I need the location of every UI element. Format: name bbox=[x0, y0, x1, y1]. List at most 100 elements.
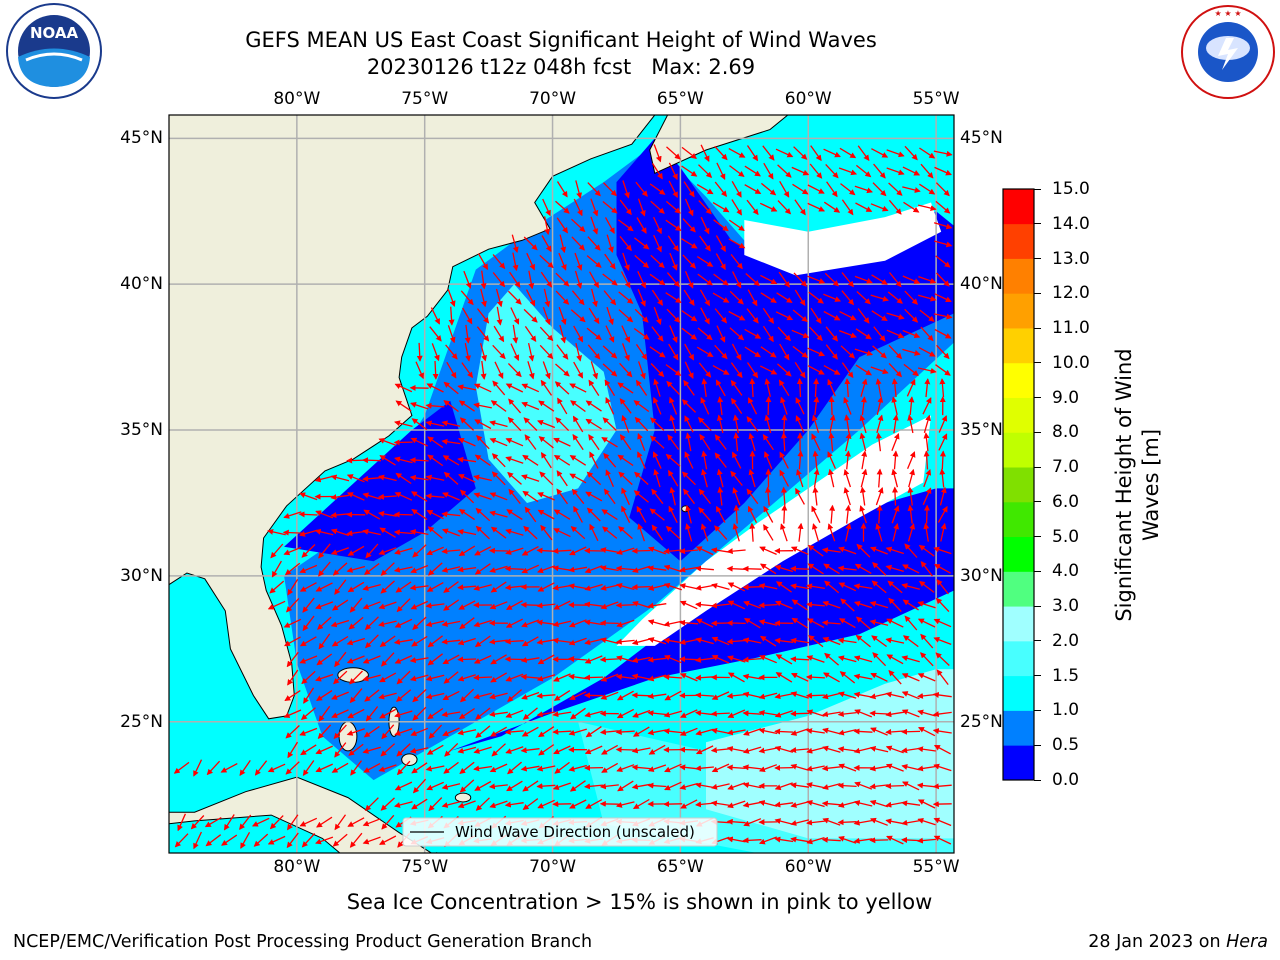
wave-direction-arrow bbox=[477, 253, 489, 271]
wave-direction-arrow bbox=[600, 601, 619, 610]
wave-direction-arrow bbox=[590, 198, 599, 217]
wave-direction-arrow bbox=[685, 523, 693, 542]
wave-direction-arrow bbox=[902, 166, 921, 176]
wave-direction-arrow bbox=[473, 492, 492, 501]
wave-direction-arrow bbox=[317, 616, 332, 630]
wave-direction-arrow bbox=[299, 492, 318, 501]
wave-direction-arrow bbox=[844, 414, 851, 434]
wave-direction-arrow bbox=[780, 523, 788, 542]
wave-direction-arrow bbox=[364, 634, 379, 649]
wave-direction-arrow bbox=[813, 396, 820, 416]
lon-tick-label: 55°W bbox=[912, 89, 960, 109]
wave-direction-arrow bbox=[918, 347, 936, 357]
wave-direction-arrow bbox=[807, 544, 824, 557]
wave-direction-arrow bbox=[543, 288, 551, 308]
wave-direction-arrow bbox=[571, 236, 585, 251]
wave-direction-arrow bbox=[411, 509, 428, 521]
wave-direction-arrow bbox=[934, 328, 952, 339]
wave-direction-arrow bbox=[409, 474, 429, 481]
wave-direction-arrow bbox=[923, 414, 931, 433]
wave-direction-arrow bbox=[618, 291, 634, 304]
wave-direction-arrow bbox=[600, 637, 619, 645]
wave-direction-arrow bbox=[906, 451, 916, 469]
wave-direction-arrow bbox=[447, 288, 456, 307]
wave-direction-arrow bbox=[287, 579, 299, 596]
wave-direction-arrow bbox=[933, 546, 952, 555]
wave-direction-arrow bbox=[464, 342, 471, 362]
colorbar-segment bbox=[1003, 328, 1034, 364]
wave-direction-arrow bbox=[473, 655, 492, 664]
wave-direction-arrow bbox=[875, 523, 883, 542]
wave-direction-arrow bbox=[917, 618, 936, 628]
wave-direction-arrow bbox=[746, 199, 759, 216]
wave-direction-arrow bbox=[553, 509, 571, 520]
wave-direction-arrow bbox=[427, 562, 443, 576]
wave-direction-arrow bbox=[711, 654, 730, 664]
wave-direction-arrow bbox=[777, 363, 792, 377]
wave-direction-arrow bbox=[489, 438, 508, 447]
wave-direction-arrow bbox=[464, 324, 471, 344]
wave-direction-arrow bbox=[903, 201, 920, 213]
wave-direction-arrow bbox=[473, 474, 492, 482]
wave-direction-arrow bbox=[759, 635, 777, 647]
wave-direction-arrow bbox=[586, 471, 602, 486]
wave-direction-arrow bbox=[573, 361, 584, 379]
wave-direction-arrow bbox=[590, 361, 599, 380]
wave-direction-arrow bbox=[684, 451, 694, 469]
wave-direction-arrow bbox=[714, 452, 727, 468]
wave-direction-arrow bbox=[271, 560, 282, 578]
wave-direction-arrow bbox=[907, 504, 914, 524]
wave-direction-arrow bbox=[507, 290, 522, 305]
wave-direction-arrow bbox=[854, 348, 874, 356]
wave-direction-arrow bbox=[616, 655, 635, 663]
wave-direction-arrow bbox=[681, 471, 696, 486]
lat-tick-label: 30°N bbox=[960, 565, 1003, 586]
wave-direction-arrow bbox=[457, 656, 477, 663]
wave-direction-arrow bbox=[936, 579, 949, 595]
wave-direction-arrow bbox=[712, 365, 730, 375]
wave-direction-arrow bbox=[744, 328, 762, 339]
wave-direction-arrow bbox=[651, 289, 663, 306]
wave-direction-arrow bbox=[542, 306, 551, 326]
wave-direction-arrow bbox=[699, 433, 711, 451]
wave-direction-arrow bbox=[871, 635, 887, 648]
colorbar-tick-label: 4.0 bbox=[1052, 561, 1080, 582]
wave-direction-arrow bbox=[362, 583, 381, 591]
colorbar-tick-label: 0.5 bbox=[1052, 735, 1080, 756]
wave-direction-arrow bbox=[588, 434, 600, 451]
wave-direction-arrow bbox=[669, 414, 677, 434]
wave-direction-arrow bbox=[679, 746, 699, 753]
wave-direction-arrow bbox=[541, 235, 552, 253]
noaa-logo-text: NOAA bbox=[30, 24, 79, 42]
wave-direction-arrow bbox=[446, 361, 457, 379]
wave-direction-arrow bbox=[792, 309, 808, 323]
wave-direction-arrow bbox=[888, 272, 902, 288]
wave-direction-arrow bbox=[749, 522, 756, 542]
colorbar-segment bbox=[1003, 536, 1034, 572]
wave-direction-arrow bbox=[637, 289, 646, 307]
wave-direction-arrow bbox=[442, 455, 460, 466]
colorbar-tick-mark bbox=[1034, 675, 1041, 677]
wave-direction-arrow bbox=[556, 217, 568, 234]
wave-direction-arrow bbox=[806, 583, 825, 590]
wave-direction-arrow bbox=[730, 362, 743, 379]
wave-direction-arrow bbox=[615, 638, 635, 645]
wave-direction-arrow bbox=[585, 400, 602, 412]
wave-direction-arrow bbox=[872, 345, 887, 359]
wave-direction-arrow bbox=[476, 308, 490, 324]
wave-direction-arrow bbox=[536, 602, 556, 609]
wave-direction-arrow bbox=[808, 291, 824, 304]
wave-direction-arrow bbox=[601, 437, 618, 448]
wave-direction-arrow bbox=[602, 417, 617, 431]
land-island bbox=[454, 792, 472, 803]
wave-direction-arrow bbox=[775, 581, 792, 593]
wave-direction-arrow bbox=[346, 530, 366, 537]
wave-direction-arrow bbox=[587, 236, 601, 251]
wave-direction-arrow bbox=[794, 199, 806, 216]
wave-direction-arrow bbox=[713, 219, 729, 232]
wave-direction-arrow bbox=[695, 618, 714, 628]
wave-direction-arrow bbox=[861, 450, 868, 470]
wave-direction-arrow bbox=[663, 637, 683, 644]
wave-direction-arrow bbox=[647, 619, 667, 627]
wave-direction-arrow bbox=[504, 638, 524, 645]
